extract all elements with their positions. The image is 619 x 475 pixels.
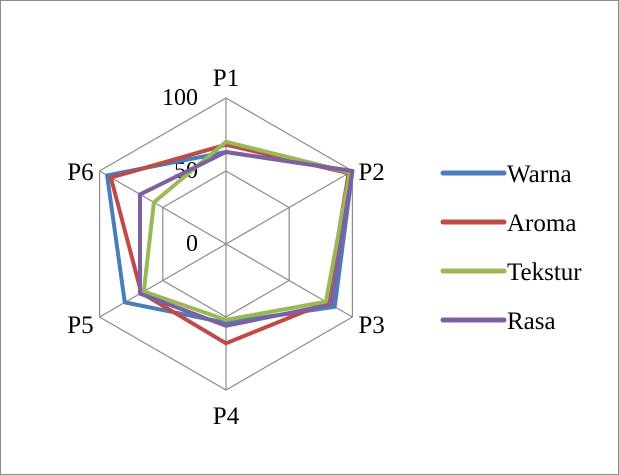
legend-label-tekstur: Tekstur <box>507 259 582 286</box>
series-rasa <box>138 150 355 328</box>
spoke-p5 <box>99 243 227 318</box>
radar-series <box>105 139 355 346</box>
axis-labels: P1 P2 P3 P4 P5 P6 <box>67 65 385 430</box>
axis-label-p2: P2 <box>358 159 384 186</box>
legend: Warna Aroma Tekstur Rasa <box>440 161 582 335</box>
spoke-p6 <box>99 170 227 245</box>
tick-label-100: 100 <box>162 85 198 111</box>
axis-label-p1: P1 <box>213 65 239 92</box>
legend-label-rasa: Rasa <box>507 308 556 335</box>
legend-label-aroma: Aroma <box>507 210 576 237</box>
spoke-p2 <box>225 170 353 245</box>
axis-label-p4: P4 <box>213 403 240 430</box>
tick-label-0: 0 <box>186 231 198 257</box>
legend-label-warna: Warna <box>507 161 572 188</box>
axis-label-p3: P3 <box>358 312 384 339</box>
axis-label-p5: P5 <box>67 312 93 339</box>
axis-label-p6: P6 <box>67 159 93 186</box>
